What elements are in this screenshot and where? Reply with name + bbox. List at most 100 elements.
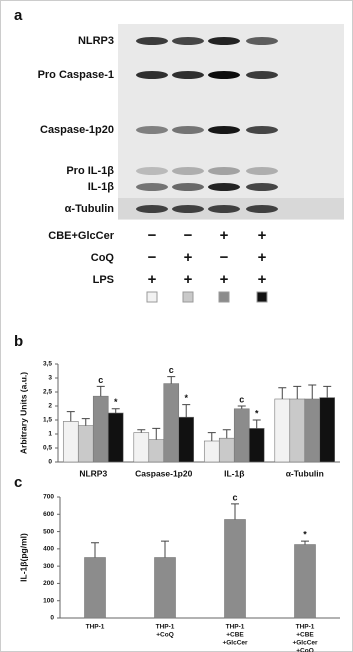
bar <box>218 437 235 463</box>
blot-band <box>246 183 278 191</box>
error-bar <box>222 429 231 439</box>
x-tick-label: NLRP3 <box>79 468 107 478</box>
panel-label: c <box>14 474 22 491</box>
y-tick-label: 100 <box>43 597 54 604</box>
error-bar <box>231 503 239 520</box>
blot-band <box>208 37 240 45</box>
legend-swatch <box>146 291 158 303</box>
y-tick-label: 0,5 <box>43 445 52 452</box>
blot-band <box>246 205 278 213</box>
blot-band <box>246 37 278 45</box>
bar <box>304 398 321 463</box>
bar <box>163 383 180 463</box>
blot-band <box>136 126 168 134</box>
y-tick-label: 1,5 <box>43 417 52 424</box>
blot-band <box>172 37 204 45</box>
y-tick-label: 1 <box>48 431 52 438</box>
bar <box>319 397 336 463</box>
treatment-sign: − <box>148 227 157 244</box>
panel-label: a <box>14 7 23 24</box>
blot-row-label: Caspase-1p20 <box>40 124 114 136</box>
y-tick-label: 2 <box>48 403 52 410</box>
y-tick-label: 3,5 <box>43 361 52 368</box>
significance-mark: * <box>184 393 188 403</box>
treatment-label: LPS <box>93 274 114 286</box>
legend-swatch <box>256 291 268 303</box>
bar <box>274 398 291 463</box>
x-tick-label: +GlcCer <box>292 640 318 647</box>
x-tick-label: THP-1 <box>226 624 245 631</box>
treatment-sign: − <box>184 227 193 244</box>
bar <box>62 421 79 463</box>
blot-band <box>208 183 240 191</box>
error-bar <box>167 376 176 384</box>
significance-mark: * <box>255 408 259 418</box>
blot-band <box>208 205 240 213</box>
blot-row-label: Pro IL-1β <box>66 165 114 177</box>
bar <box>248 428 265 463</box>
x-tick-label: IL-1β <box>224 468 244 478</box>
x-tick-label: +GlcCer <box>222 640 248 647</box>
x-tick-label: THP-1 <box>296 624 315 631</box>
treatment-sign: − <box>148 249 157 266</box>
y-axis-label: Arbitrary Units (a.u.) <box>18 372 28 454</box>
bar <box>294 544 316 619</box>
y-tick-label: 300 <box>43 563 54 570</box>
blot-band <box>208 126 240 134</box>
x-tick-label: α-Tubulin <box>286 468 324 478</box>
y-tick-label: 2,5 <box>43 389 52 396</box>
blot-band <box>208 71 240 79</box>
error-bar <box>182 404 191 418</box>
y-tick-label: 0 <box>50 615 54 622</box>
blot-band <box>246 71 278 79</box>
error-bar <box>91 542 99 558</box>
legend-swatch <box>182 291 194 303</box>
bar <box>224 519 246 619</box>
y-tick-label: 3 <box>48 375 52 382</box>
legend-swatch <box>218 291 230 303</box>
x-tick-label: THP-1 <box>86 624 105 631</box>
bar <box>148 439 165 463</box>
significance-mark: * <box>114 397 118 407</box>
x-tick-label: +CoQ <box>156 632 174 639</box>
y-tick-label: 200 <box>43 580 54 587</box>
error-bar <box>66 411 75 422</box>
y-tick-label: 700 <box>43 494 54 501</box>
y-tick-label: 500 <box>43 528 54 535</box>
panel-label: b <box>14 333 23 350</box>
error-bar <box>137 429 146 433</box>
treatment-sign: + <box>258 227 267 244</box>
blot-band <box>172 126 204 134</box>
bar <box>92 395 109 463</box>
significance-mark: c <box>232 492 237 502</box>
y-tick-label: 400 <box>43 546 54 553</box>
blot-band <box>136 183 168 191</box>
bar <box>203 440 220 463</box>
error-bar <box>278 387 287 399</box>
treatment-sign: + <box>220 227 229 244</box>
bar <box>154 557 176 619</box>
treatment-sign: + <box>258 271 267 288</box>
blot-band <box>136 205 168 213</box>
bar <box>289 398 306 463</box>
bar <box>233 408 250 463</box>
error-bar <box>323 385 332 398</box>
y-axis-label: IL-1β(pg/ml) <box>18 533 28 582</box>
blot-row-label: α-Tubulin <box>65 203 115 215</box>
x-tick-label: +CoQ <box>296 648 314 652</box>
blot-band <box>136 167 168 175</box>
treatment-sign: − <box>220 249 229 266</box>
treatment-label: CoQ <box>91 252 115 264</box>
bar <box>178 416 195 463</box>
blot-band <box>136 37 168 45</box>
error-bar <box>111 408 120 413</box>
significance-mark: c <box>98 375 103 385</box>
blot-row-label: NLRP3 <box>78 35 114 47</box>
x-tick-label: +CBE <box>226 632 244 639</box>
x-tick-label: +CBE <box>296 632 314 639</box>
blot-band <box>172 167 204 175</box>
blot-row-label: IL-1β <box>88 181 115 193</box>
error-bar <box>301 540 309 545</box>
blot-band <box>136 71 168 79</box>
